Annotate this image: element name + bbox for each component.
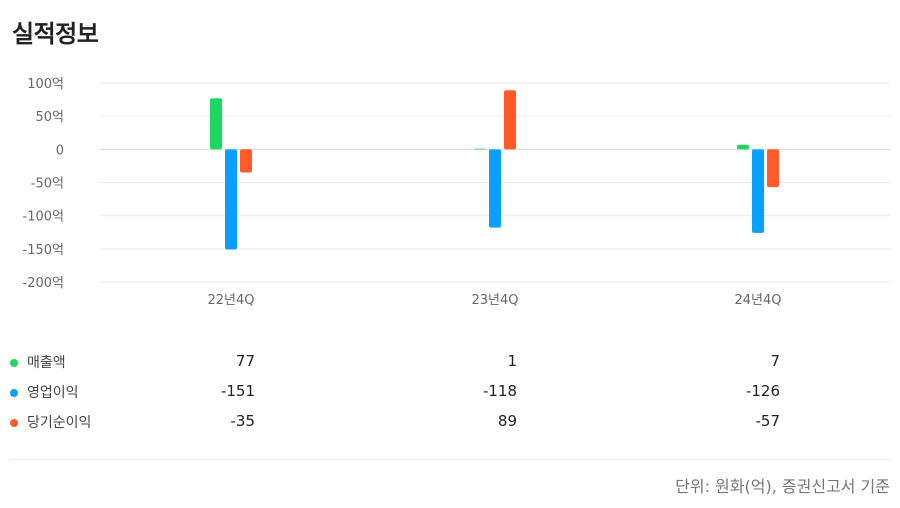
financial-bar-chart: 100억 50억 0 -50억 -100억 -150억 -200억 22년4Q 23년4Q 24년…: [23, 77, 890, 308]
x-tick-label: 22년4Q: [207, 293, 254, 308]
y-tick-label: -100억: [23, 210, 64, 225]
unit-footnote: 단위: 원화(억), 증권신고서 기준: [675, 477, 890, 496]
table-cell: -151: [220, 382, 255, 400]
operating-income-legend-dot: [10, 389, 18, 397]
table-cell: 77: [235, 352, 255, 370]
table-row-operating-income: 영업이익 -151 -118 -126: [10, 380, 890, 410]
page-title: 실적정보: [12, 20, 99, 48]
table-cell: 1: [507, 352, 517, 370]
table-cell: -35: [230, 412, 256, 430]
table-cell: 7: [770, 352, 780, 370]
y-tick-label: -150억: [23, 243, 64, 258]
row-label: 당기순이익: [27, 415, 92, 431]
row-label: 매출액: [27, 355, 66, 371]
y-tick-label: -50억: [31, 177, 64, 192]
bar-영업이익-22년4Q: [225, 149, 237, 250]
net-income-legend-dot: [10, 419, 18, 427]
table-row-net-income: 당기순이익 -35 89 -57: [10, 410, 890, 440]
y-tick-label: 100억: [27, 77, 64, 92]
bar-영업이익-24년4Q: [752, 149, 764, 233]
y-tick-label: 50억: [35, 110, 64, 125]
x-tick-label: 24년4Q: [734, 293, 781, 308]
financial-table: 매출액 77 1 7 영업이익 -151 -118 -126 당기순이익 -35…: [10, 350, 890, 440]
x-tick-label: 23년4Q: [471, 293, 518, 308]
table-cell: -118: [482, 382, 517, 400]
bar-매출액-24년4Q: [737, 144, 749, 150]
revenue-legend-dot: [10, 359, 18, 367]
y-tick-label: -200억: [23, 276, 64, 291]
table-cell: -126: [745, 382, 780, 400]
row-label: 영업이익: [27, 385, 79, 401]
bar-당기순이익-22년4Q: [240, 149, 252, 173]
bar-당기순이익-23년4Q: [504, 90, 516, 150]
table-cell: -57: [755, 412, 781, 430]
bar-영업이익-23년4Q: [489, 149, 501, 228]
divider: [10, 459, 890, 460]
bar-매출액-23년4Q: [474, 148, 486, 150]
y-tick-label: 0: [56, 143, 64, 158]
bar-당기순이익-24년4Q: [767, 149, 779, 188]
bar-매출액-22년4Q: [210, 98, 222, 150]
table-cell: 89: [497, 412, 517, 430]
table-row-revenue: 매출액 77 1 7: [10, 350, 890, 380]
